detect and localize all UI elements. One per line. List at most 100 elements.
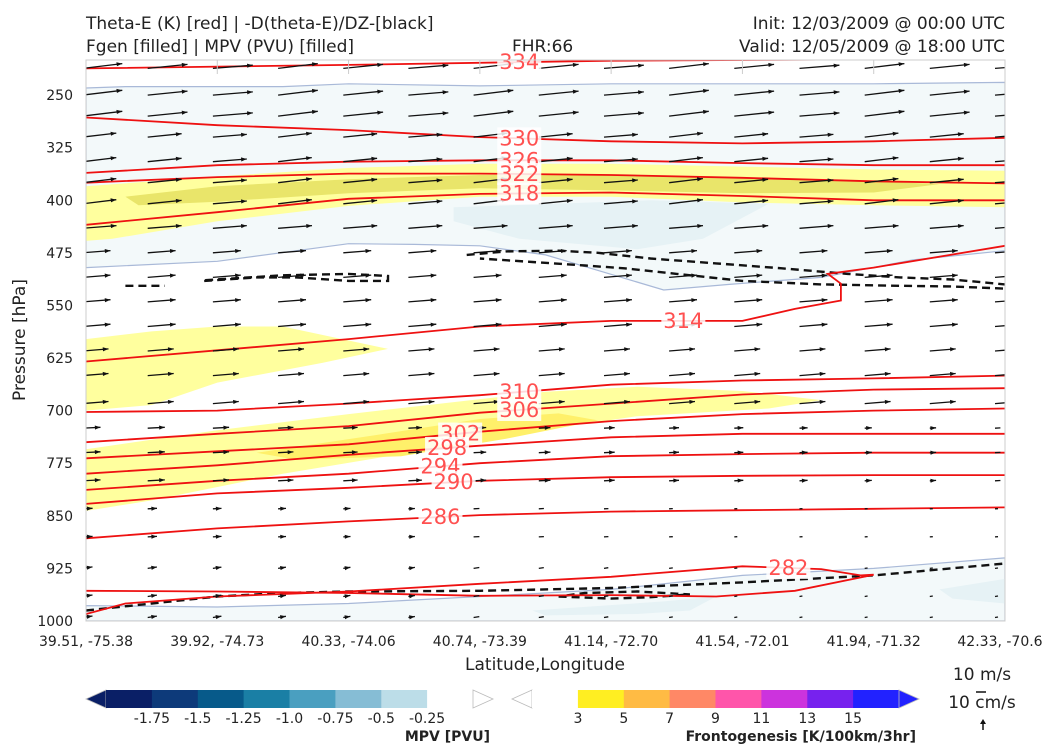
wind-vector [538, 178, 573, 184]
theta-e-contour-294 [86, 451, 1005, 491]
wind-vector-head [175, 132, 182, 137]
wind-vector-head [892, 198, 899, 203]
wind-vector-head [371, 177, 378, 182]
wind-vector-head [300, 273, 306, 278]
wind-vector-head [957, 224, 964, 229]
wind-vector-head [689, 371, 695, 376]
theta-e-label-bg [766, 556, 811, 579]
wind-vector-head [169, 322, 176, 327]
wind-vector-head [737, 450, 744, 455]
wind-vector-head [416, 450, 422, 455]
wind-vector-head [886, 249, 893, 254]
wind-vector [278, 177, 312, 184]
wind-vector-head [697, 156, 703, 161]
wind-vector-head [1029, 111, 1035, 115]
wind-vector [538, 616, 544, 619]
wind-vector-head [1029, 64, 1035, 68]
fgen-fill-mid [86, 326, 388, 411]
wind-vector-head [756, 249, 763, 254]
x-tick-label: 39.92, -74.73 [170, 634, 264, 650]
wind-vector-head [1023, 178, 1029, 182]
wind-vector-head [821, 298, 828, 303]
wind-vector-head [312, 109, 318, 114]
wind-vector [929, 157, 964, 163]
wind-vector [603, 112, 644, 117]
wind-vector-head [762, 198, 769, 203]
wind-vector-head [957, 132, 964, 137]
theta-e-contour-286 [86, 506, 1005, 540]
wind-vector [603, 595, 609, 598]
theta-e-label-290: 290 [434, 470, 474, 494]
wind-vector-head [344, 506, 351, 511]
wind-vector-head [416, 478, 422, 483]
wind-vector-head [768, 110, 775, 115]
wind-vector-head [430, 249, 437, 254]
wind-vector-head [159, 425, 165, 430]
wind-vector-head [821, 273, 828, 278]
y-tick-label: 700 [46, 404, 73, 420]
theta-e-label-322: 322 [499, 162, 539, 186]
wind-vector [538, 566, 544, 570]
wind-vector-head [821, 249, 828, 254]
theta-e-labels: 3343303263223183143103063022982942902862… [418, 50, 811, 580]
wind-vector-head [930, 450, 937, 455]
wind-vector-head [436, 224, 443, 229]
wind-vector-head [866, 450, 872, 455]
wind-vector-head [175, 224, 182, 229]
theta-e-contour-310 [86, 374, 1005, 413]
wind-vector-head [312, 62, 318, 67]
wind-vector [86, 62, 123, 69]
wind-vector-head [365, 298, 372, 303]
wind-vector-head [215, 615, 222, 620]
wind-vector-head [560, 249, 567, 254]
wind-vector-head [638, 90, 644, 95]
wind-vector [994, 595, 999, 598]
wind-vector-head [86, 506, 93, 511]
wind-vector-head [950, 347, 956, 352]
wind-vector-head [371, 156, 378, 161]
wind-vector-head [493, 399, 500, 404]
wind-vector-head [298, 371, 304, 376]
wind-vector-head [371, 224, 378, 229]
wind-vector [734, 111, 775, 117]
plot-frame [85, 59, 1006, 622]
theta-e-label-bg [497, 163, 542, 186]
theta-e-contour-330 [86, 116, 1005, 145]
wind-vector-head [215, 565, 222, 570]
wind-vector [538, 90, 579, 96]
wind-vector [864, 62, 905, 70]
wind-vector [994, 300, 1005, 303]
colorbar-extend-high [898, 689, 920, 709]
wind-vector [603, 224, 638, 229]
wind-vector-head [86, 593, 93, 598]
wind-vector-head [442, 63, 449, 68]
wind-vector [734, 157, 769, 163]
wind-vector-head [151, 565, 157, 570]
wind-vector-head [1017, 298, 1023, 302]
mpv-colorbar: -1.75 -1.5 -1.25 -1.0 -0.75 -0.5 -0.25 MPV [PVU… [85, 689, 494, 745]
wind-vector-head [827, 178, 834, 183]
wind-vector-head [235, 298, 241, 303]
wind-vector-head [409, 566, 415, 571]
wind-vector [864, 156, 899, 163]
wind-vector-head [241, 199, 247, 204]
wind-vector-head [507, 109, 514, 114]
wind-vector-head [1017, 323, 1023, 327]
wind-vector [212, 112, 253, 117]
wind-vector-head [416, 425, 422, 430]
wind-vector-head [697, 224, 703, 229]
wind-vector-head [754, 347, 761, 352]
wind-vector-head [377, 89, 384, 94]
wind-vector [994, 616, 999, 619]
wind-vector-head [801, 450, 808, 455]
wind-vector-head [181, 62, 188, 67]
wind-vector-head [233, 347, 239, 352]
wind-vector-head [110, 131, 117, 136]
y-tick-label: 475 [46, 246, 73, 262]
wind-vector-head [104, 322, 111, 327]
wind-vector-head [892, 177, 899, 182]
wind-vector [668, 595, 673, 598]
wind-vector-head [572, 89, 579, 94]
wind-vector-head [233, 371, 239, 376]
wind-vector-head [287, 425, 294, 430]
